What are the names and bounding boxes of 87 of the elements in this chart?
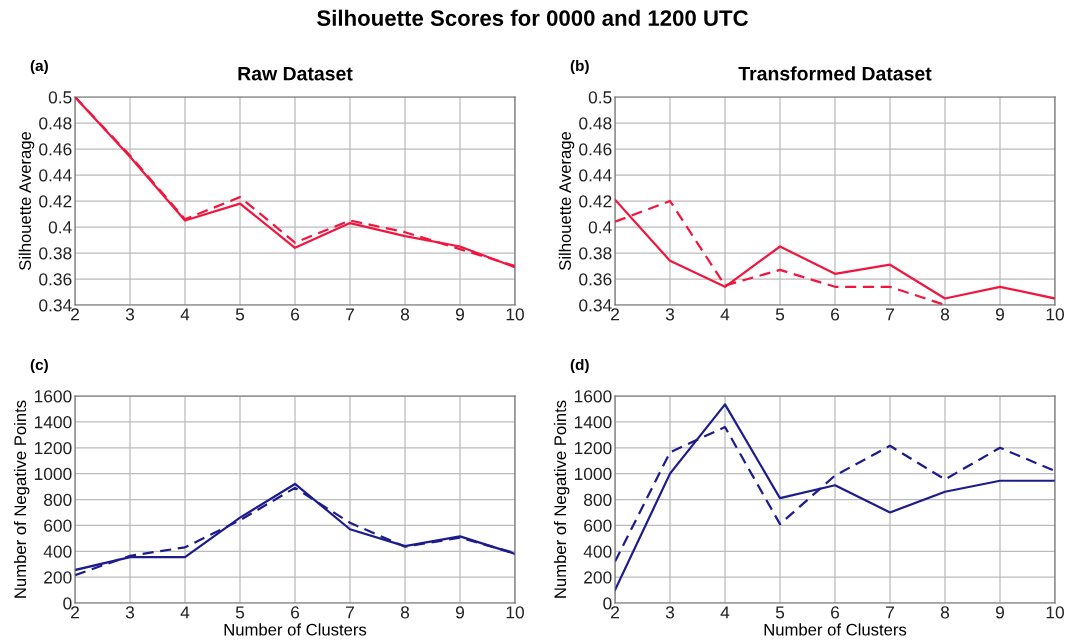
y-tick-label: 0.4 (48, 221, 72, 234)
x-tick-label: 8 (940, 308, 950, 321)
y-tick-label: 0 (603, 597, 612, 610)
x-axis-title: Number of Clusters (764, 623, 907, 636)
y-tick-label: 0.34 (39, 299, 72, 312)
y-tick-label: 400 (583, 545, 612, 558)
x-tick-label: 6 (831, 308, 840, 321)
y-tick-label: 0.46 (39, 143, 72, 156)
x-tick-label: 5 (775, 606, 785, 619)
y-tick-label: 600 (44, 519, 72, 532)
x-tick-label: 2 (71, 606, 79, 619)
x-tick-label: 10 (1046, 308, 1064, 321)
x-tick-label: 4 (720, 308, 730, 321)
y-tick-label: 1600 (574, 390, 612, 403)
x-tick-label: 6 (291, 606, 300, 619)
x-tick-label: 8 (940, 606, 950, 619)
y-tick-label: 1400 (34, 416, 72, 429)
x-tick-label: 3 (665, 606, 675, 619)
x-tick-label: 6 (291, 308, 300, 321)
x-tick-label: 7 (886, 606, 894, 619)
x-tick-label: 9 (455, 606, 465, 619)
y-axis-title: Number of Negative Points (13, 400, 30, 598)
y-tick-label: 0.36 (39, 273, 72, 286)
y-tick-label: 400 (43, 545, 72, 558)
y-tick-label: 0.44 (39, 169, 72, 182)
y-tick-label: 600 (584, 519, 612, 532)
x-tick-label: 6 (831, 606, 840, 619)
y-tick-label: 0.48 (39, 117, 72, 130)
text: (c) (30, 358, 48, 374)
y-tick-label: 1200 (574, 441, 612, 455)
x-tick-label: 2 (611, 308, 619, 321)
x-tick-label: 9 (995, 606, 1005, 619)
y-tick-label: 200 (584, 571, 612, 584)
x-tick-label: 3 (665, 308, 675, 321)
y-tick-label: 1600 (34, 390, 72, 403)
y-tick-label: 800 (584, 493, 612, 506)
y-tick-label: 1000 (34, 467, 72, 481)
x-tick-label: 7 (886, 308, 894, 321)
x-tick-label: 4 (720, 606, 730, 619)
x-tick-label: 3 (125, 606, 135, 619)
y-axis-title: Silhouette Average (558, 131, 575, 271)
text: (d) (570, 358, 589, 374)
y-tick-label: 0.38 (579, 247, 612, 260)
y-axis-title: Number of Negative Points (553, 400, 570, 598)
x-tick-label: 2 (71, 308, 79, 321)
y-tick-label: 0.5 (48, 91, 72, 104)
chart-title: Raw Dataset (238, 66, 353, 81)
y-tick-label: 0.36 (579, 273, 612, 286)
text: (a) (30, 59, 48, 75)
x-tick-label: 10 (506, 308, 524, 321)
x-tick-label: 5 (235, 308, 245, 321)
y-tick-label: 0.38 (39, 247, 72, 260)
x-tick-label: 4 (180, 606, 190, 619)
y-tick-label: 1200 (34, 441, 72, 455)
y-tick-label: 1000 (574, 467, 612, 481)
x-tick-label: 5 (235, 606, 245, 619)
y-tick-label: 800 (44, 493, 72, 506)
x-tick-label: 5 (775, 308, 785, 321)
y-tick-label: 200 (44, 571, 72, 584)
x-tick-label: 7 (346, 606, 354, 619)
y-tick-label: 0 (63, 597, 72, 610)
x-tick-label: 4 (180, 308, 190, 321)
line-series (615, 198, 1055, 300)
chart-title: Transformed Dataset (738, 66, 932, 81)
y-tick-label: 0.44 (579, 169, 612, 182)
x-tick-label: 9 (995, 308, 1005, 321)
y-tick-label: 0.48 (579, 117, 612, 130)
x-tick-label: 8 (400, 606, 410, 619)
x-tick-label: 3 (125, 308, 135, 321)
x-tick-label: 10 (506, 606, 524, 619)
text: (b) (570, 59, 589, 75)
x-tick-label: 7 (346, 308, 354, 321)
x-tick-label: 9 (455, 308, 465, 321)
x-axis-title: Number of Clusters (224, 623, 367, 636)
y-tick-label: 1400 (574, 416, 612, 429)
y-tick-label: 0.42 (579, 195, 612, 208)
y-tick-label: 0.5 (588, 91, 612, 104)
x-tick-label: 2 (611, 606, 619, 619)
x-tick-label: 10 (1046, 606, 1064, 619)
text: Silhouette Scores for 0000 and 1200 UTC (317, 9, 749, 26)
y-tick-label: 0.4 (588, 221, 612, 234)
y-tick-label: 0.34 (579, 299, 612, 312)
y-tick-label: 0.46 (579, 143, 612, 156)
x-tick-label: 8 (400, 308, 410, 321)
line-series (615, 403, 1055, 592)
y-axis-title: Silhouette Average (18, 131, 35, 271)
y-tick-label: 0.42 (39, 195, 72, 208)
